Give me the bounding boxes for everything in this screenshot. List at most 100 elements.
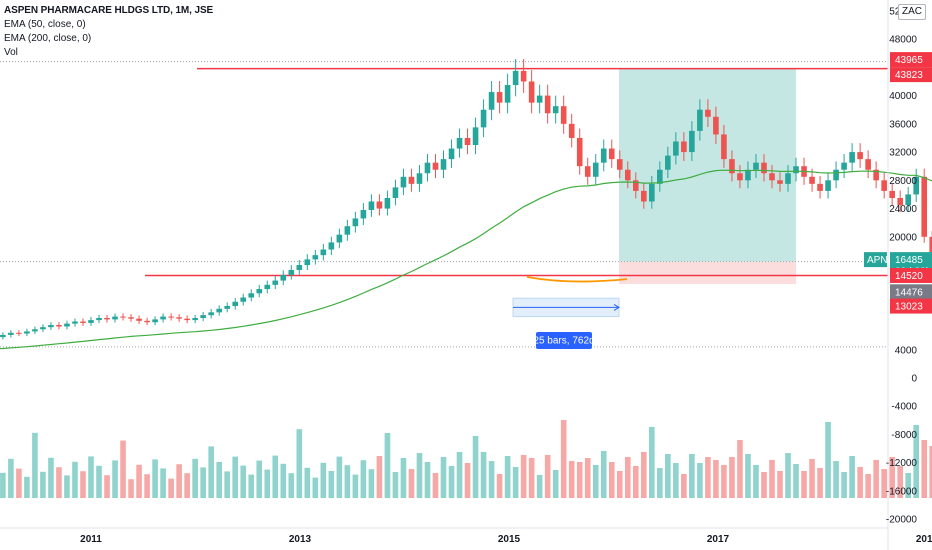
candle-body [673, 141, 679, 156]
candle-body [328, 242, 335, 250]
volume-bar [376, 456, 383, 498]
candle-body [689, 130, 695, 153]
volume-bar [881, 469, 887, 498]
candle-body [104, 317, 110, 320]
symbol-tag-text: APN [867, 255, 888, 266]
candle-body [408, 176, 415, 184]
volume-bar [176, 464, 182, 498]
candle-body [80, 321, 86, 323]
candle-body [921, 176, 928, 237]
candle-body [392, 187, 399, 198]
currency-button[interactable]: ZAC [898, 4, 926, 20]
candle-body [288, 269, 295, 275]
candle-body [432, 162, 439, 170]
volume-bar [849, 456, 855, 498]
volume-bar [440, 457, 447, 498]
volume-bars [0, 420, 932, 498]
candle-body [88, 320, 94, 323]
candle-body [809, 176, 815, 184]
volume-bar [288, 473, 295, 498]
candle-body [480, 109, 487, 128]
y-tick-label: -16000 [886, 486, 918, 497]
y-tick-label: -20000 [886, 515, 918, 526]
volume-bar [32, 432, 38, 498]
candle-body [8, 332, 14, 335]
volume-bar [224, 471, 231, 498]
candle-body [256, 289, 263, 294]
volume-bar [56, 467, 62, 498]
y-tick-label: -12000 [886, 458, 918, 469]
y-tick-label: 24000 [889, 204, 917, 215]
price-tag-value: 14520 [895, 271, 923, 282]
y-axis: 5200048000400003600032000280002400020000… [886, 6, 918, 525]
candle-body [416, 173, 423, 184]
volume-bar [280, 463, 287, 498]
candle-body [697, 109, 703, 131]
candle-body [913, 176, 920, 195]
volume-bar [929, 446, 932, 498]
volume-bar [48, 457, 54, 498]
candle-body [761, 162, 767, 174]
volume-bar [496, 474, 503, 498]
candle-body [304, 259, 311, 266]
candle-body [48, 325, 54, 328]
candle-body [232, 301, 239, 306]
volume-bar [689, 454, 695, 498]
candles [0, 59, 932, 340]
candle-body [576, 137, 583, 167]
volume-bar [721, 465, 727, 498]
candle-body [568, 123, 575, 138]
candle-body [929, 236, 932, 262]
y-tick-label: 32000 [889, 148, 917, 159]
volume-bar [248, 474, 255, 498]
volume-bar [344, 465, 351, 498]
candle-body [264, 284, 271, 290]
horizontal-lines [0, 61, 888, 348]
volume-bar [777, 471, 783, 498]
candle-body [144, 320, 150, 323]
candle-body [496, 92, 503, 103]
volume-bar [272, 455, 279, 498]
volume-bar [336, 456, 343, 498]
candle-body [632, 180, 639, 191]
volume-bar [144, 474, 150, 498]
candle-body [600, 148, 607, 163]
volume-bar [416, 453, 423, 498]
candle-body [737, 173, 743, 181]
candle-body [280, 274, 287, 281]
volume-bar [801, 471, 807, 498]
candle-body [552, 106, 559, 114]
volume-bar [552, 470, 559, 498]
x-tick-label: 2019 [916, 534, 932, 545]
candle-body [136, 318, 142, 321]
price-tag-value: 16485 [895, 255, 923, 266]
candle-body [729, 159, 735, 174]
volume-bar [705, 457, 711, 498]
legend-vol: Vol [4, 47, 18, 58]
volume-bar [761, 472, 767, 498]
candle-body [825, 180, 831, 191]
volume-bar [152, 459, 158, 498]
legend-title: ASPEN PHARMACARE HLDGS LTD, 1M, JSE [4, 5, 214, 16]
price-tag-value: 13023 [895, 302, 923, 313]
volume-bar [897, 466, 903, 498]
candle-body [440, 159, 447, 170]
chart-legend: ASPEN PHARMACARE HLDGS LTD, 1M, JSE EMA … [4, 4, 213, 60]
volume-bar [576, 462, 583, 498]
candle-body [657, 169, 663, 184]
candle-body [665, 155, 671, 170]
volume-bar [184, 473, 190, 498]
candle-body [272, 280, 279, 285]
volume-bar [857, 467, 863, 498]
candle-body [112, 316, 118, 320]
candle-body [168, 316, 174, 318]
candle-body [296, 265, 303, 270]
volume-bar [24, 476, 30, 498]
candle-body [905, 194, 911, 206]
x-tick-label: 2017 [707, 534, 730, 545]
volume-bar [320, 462, 327, 498]
volume-bar [112, 460, 118, 498]
candle-body [56, 325, 62, 327]
symbol-tag-bg [864, 252, 887, 268]
